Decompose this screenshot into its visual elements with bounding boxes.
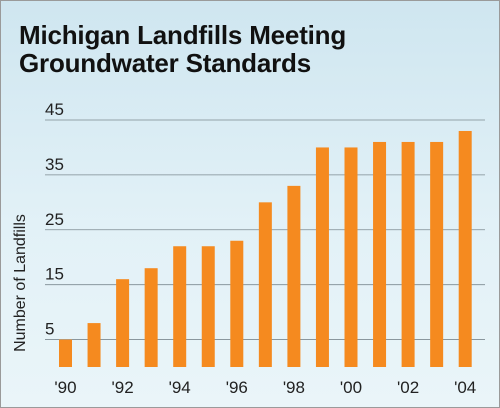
bar-2003 <box>430 141 444 367</box>
chart-title-line-1: Michigan Landfills Meeting <box>19 20 347 50</box>
x-tick-label: '00 <box>340 378 362 397</box>
y-axis-label: Number of Landfills <box>12 214 29 352</box>
bar-1991 <box>87 323 101 367</box>
x-tick-label: '92 <box>112 378 134 397</box>
y-tick-label: 45 <box>45 100 64 119</box>
x-tick-label: '04 <box>454 378 476 397</box>
bar-1997 <box>258 202 272 367</box>
bar-1995 <box>201 246 215 367</box>
chart-title: Michigan Landfills Meeting Groundwater S… <box>19 21 346 77</box>
x-tick-label: '96 <box>226 378 248 397</box>
bar-2001 <box>373 141 387 367</box>
bar-2000 <box>344 147 358 367</box>
y-tick-label: 15 <box>45 265 64 284</box>
x-axis-ticks: '90 '92 '94 '96 '98 '00 '02 '04 <box>54 378 476 397</box>
bars <box>59 130 472 367</box>
y-tick-label: 25 <box>45 210 64 229</box>
bar-1996 <box>230 240 244 367</box>
bar-1993 <box>144 268 158 367</box>
chart-title-line-2: Groundwater Standards <box>19 48 311 78</box>
bar-2002 <box>401 141 415 367</box>
x-tick-label: '98 <box>283 378 305 397</box>
bar-1990 <box>59 339 72 367</box>
x-tick-label: '94 <box>169 378 191 397</box>
y-tick-label: 35 <box>45 155 64 174</box>
bar-1992 <box>116 279 130 367</box>
bar-1998 <box>287 185 301 367</box>
x-tick-label: '90 <box>54 378 76 397</box>
y-axis-ticks: 5 15 25 35 45 <box>45 100 64 339</box>
bar-1999 <box>315 147 329 367</box>
bar-1994 <box>173 246 187 367</box>
bar-2004 <box>458 130 472 367</box>
y-tick-label: 5 <box>45 320 54 339</box>
x-tick-label: '02 <box>397 378 419 397</box>
